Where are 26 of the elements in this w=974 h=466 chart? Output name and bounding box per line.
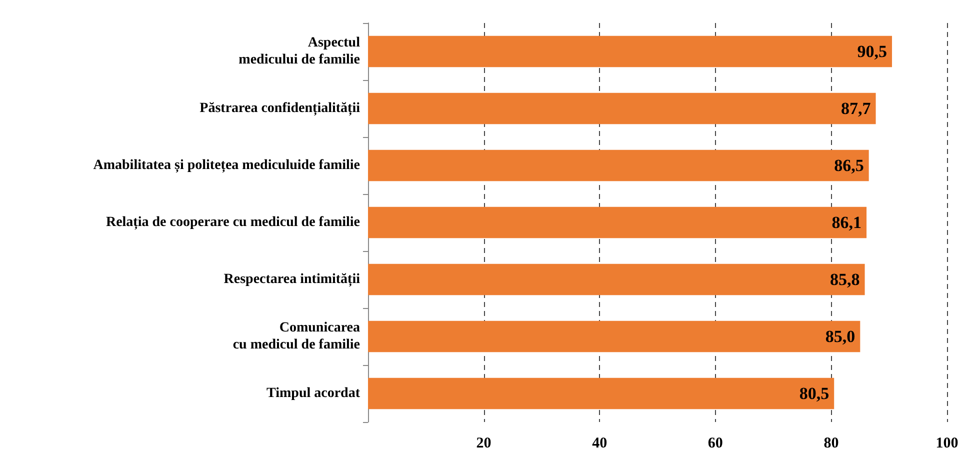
y-tick-label: Aspectul medicului de familie xyxy=(238,36,360,68)
x-tick-label: 40 xyxy=(592,436,608,452)
x-tick-label: 20 xyxy=(476,436,492,452)
data-label: 87,7 xyxy=(841,99,872,118)
bar xyxy=(368,378,834,410)
y-tick-label: Relația de cooperare cu medicul de familie xyxy=(106,215,360,230)
y-tick-label: Păstrarea confidențialității xyxy=(200,101,360,116)
data-label: 86,1 xyxy=(832,213,862,232)
bar xyxy=(368,36,892,68)
bar xyxy=(368,206,867,238)
y-tick-label: Timpul acordat xyxy=(266,386,360,401)
data-label: 85,8 xyxy=(830,270,860,289)
data-label: 85,0 xyxy=(825,327,856,346)
bar xyxy=(368,150,869,182)
y-tick-label: Amabilitatea și politețea mediculuide familie xyxy=(93,158,360,173)
data-label: 80,5 xyxy=(799,384,830,403)
x-tick-label: 80 xyxy=(824,436,839,452)
bar xyxy=(368,320,860,352)
y-tick-label: Comunicarea cu medicul de familie xyxy=(232,320,360,352)
y-tick-label: Respectarea intimității xyxy=(224,272,360,287)
data-label: 90,5 xyxy=(857,42,887,61)
data-label: 86,5 xyxy=(834,156,864,175)
x-tick-label: 100 xyxy=(936,436,958,452)
bar xyxy=(368,264,865,296)
bar xyxy=(368,92,876,124)
x-tick-label: 60 xyxy=(708,436,723,452)
